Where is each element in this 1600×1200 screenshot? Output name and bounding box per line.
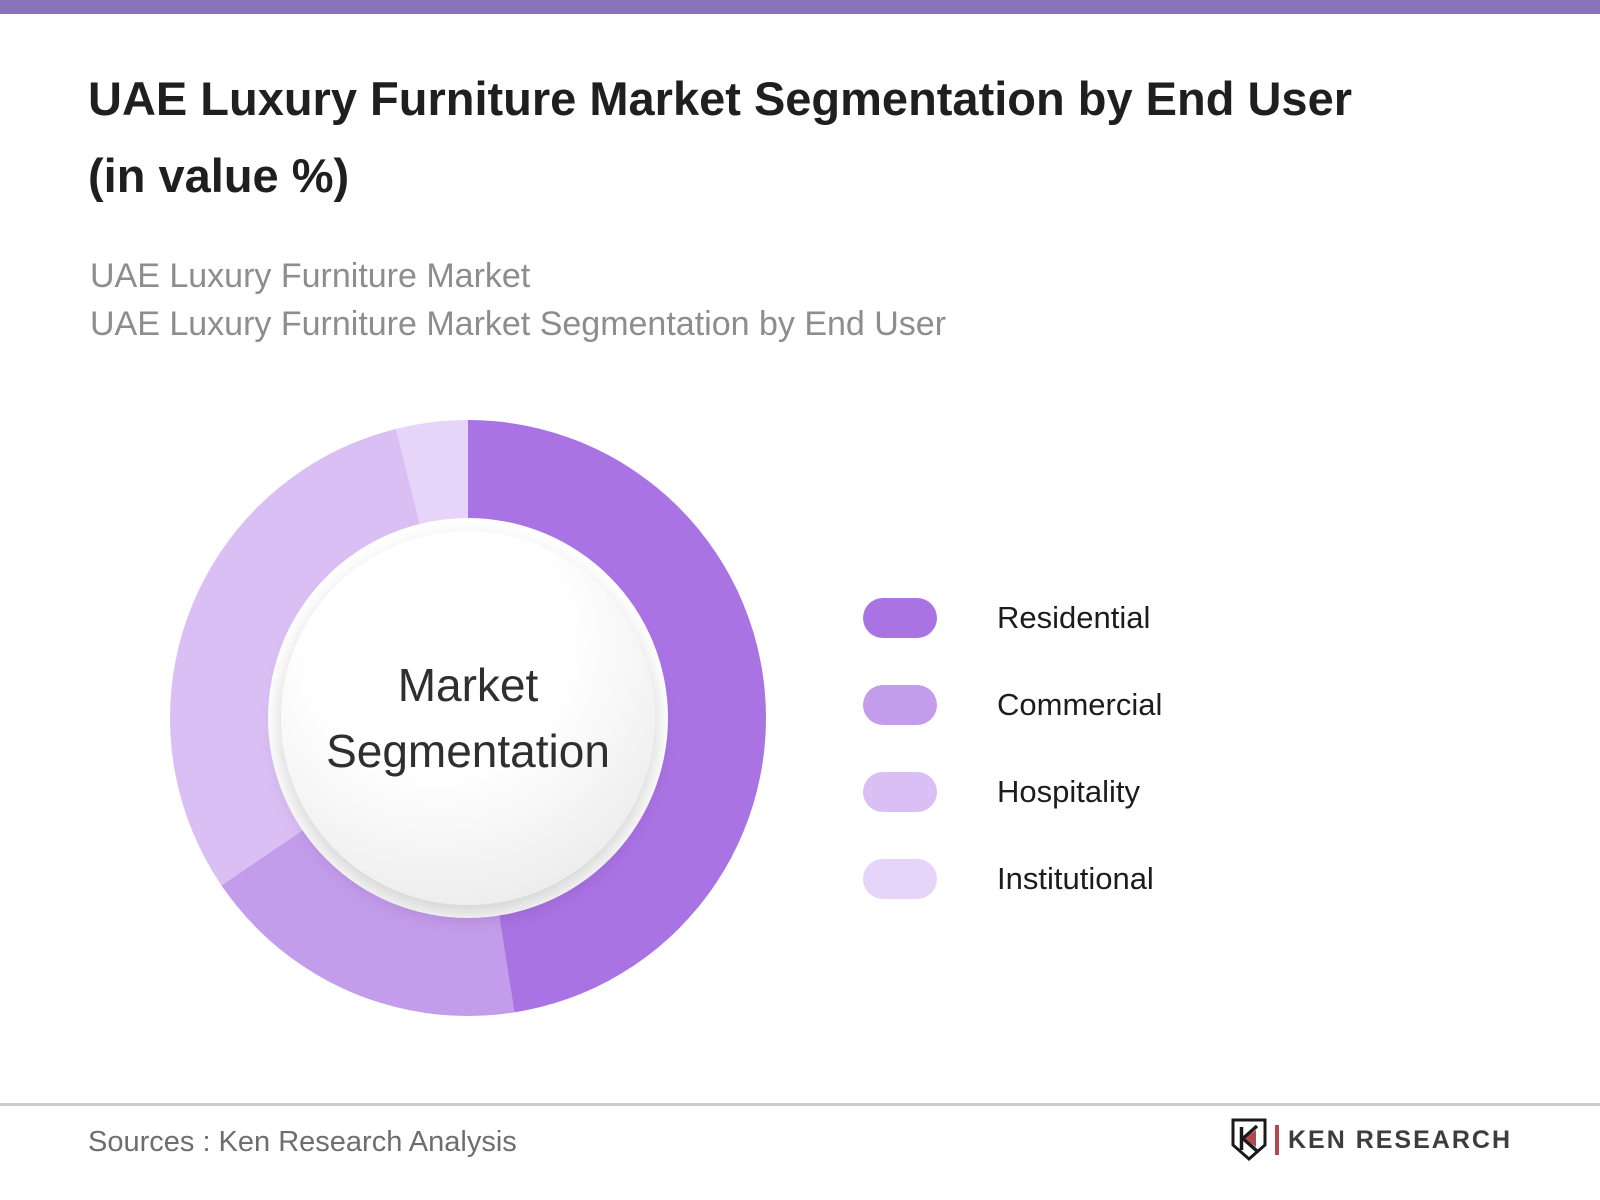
- chart-subtitle-line1: UAE Luxury Furniture Market: [90, 257, 531, 295]
- chart-subtitle-line2: UAE Luxury Furniture Market Segmentation…: [90, 305, 947, 343]
- brand-name: KEN RESEARCH: [1287, 1125, 1512, 1154]
- page-title-line2: (in value %): [88, 149, 350, 202]
- legend-swatch-institutional: [863, 859, 937, 899]
- source-text: Sources : Ken Research Analysis: [88, 1126, 517, 1158]
- page-title-line1: UAE Luxury Furniture Market Segmentation…: [88, 72, 1352, 125]
- legend-swatch-residential: [863, 598, 937, 638]
- center-label-line2: Segmentation: [326, 725, 610, 777]
- legend-row-residential: Residential: [863, 598, 1162, 638]
- legend-row-institutional: Institutional: [863, 859, 1162, 899]
- donut-chart: Market Segmentation: [170, 420, 766, 1016]
- legend-label-hospitality: Hospitality: [997, 774, 1140, 809]
- legend-swatch-hospitality: [863, 772, 937, 812]
- chart-legend: Residential Commercial Hospitality Insti…: [863, 598, 1162, 899]
- legend-label-residential: Residential: [997, 600, 1151, 635]
- legend-row-hospitality: Hospitality: [863, 772, 1162, 812]
- shield-k-icon: [1230, 1118, 1268, 1162]
- center-label-line1: Market: [397, 659, 539, 711]
- page-title: UAE Luxury Furniture Market Segmentation…: [88, 60, 1528, 214]
- legend-label-commercial: Commercial: [997, 687, 1163, 722]
- legend-label-institutional: Institutional: [997, 861, 1154, 896]
- brand-logo: KEN RESEARCH: [1230, 1118, 1512, 1162]
- legend-swatch-commercial: [863, 685, 937, 725]
- top-accent-bar: [0, 0, 1600, 14]
- donut-center-circle: Market Segmentation: [281, 531, 655, 905]
- footer-divider: [0, 1103, 1600, 1106]
- logo-separator: [1274, 1125, 1279, 1155]
- legend-row-commercial: Commercial: [863, 685, 1162, 725]
- chart-subtitle: UAE Luxury Furniture Market UAE Luxury F…: [90, 252, 1390, 348]
